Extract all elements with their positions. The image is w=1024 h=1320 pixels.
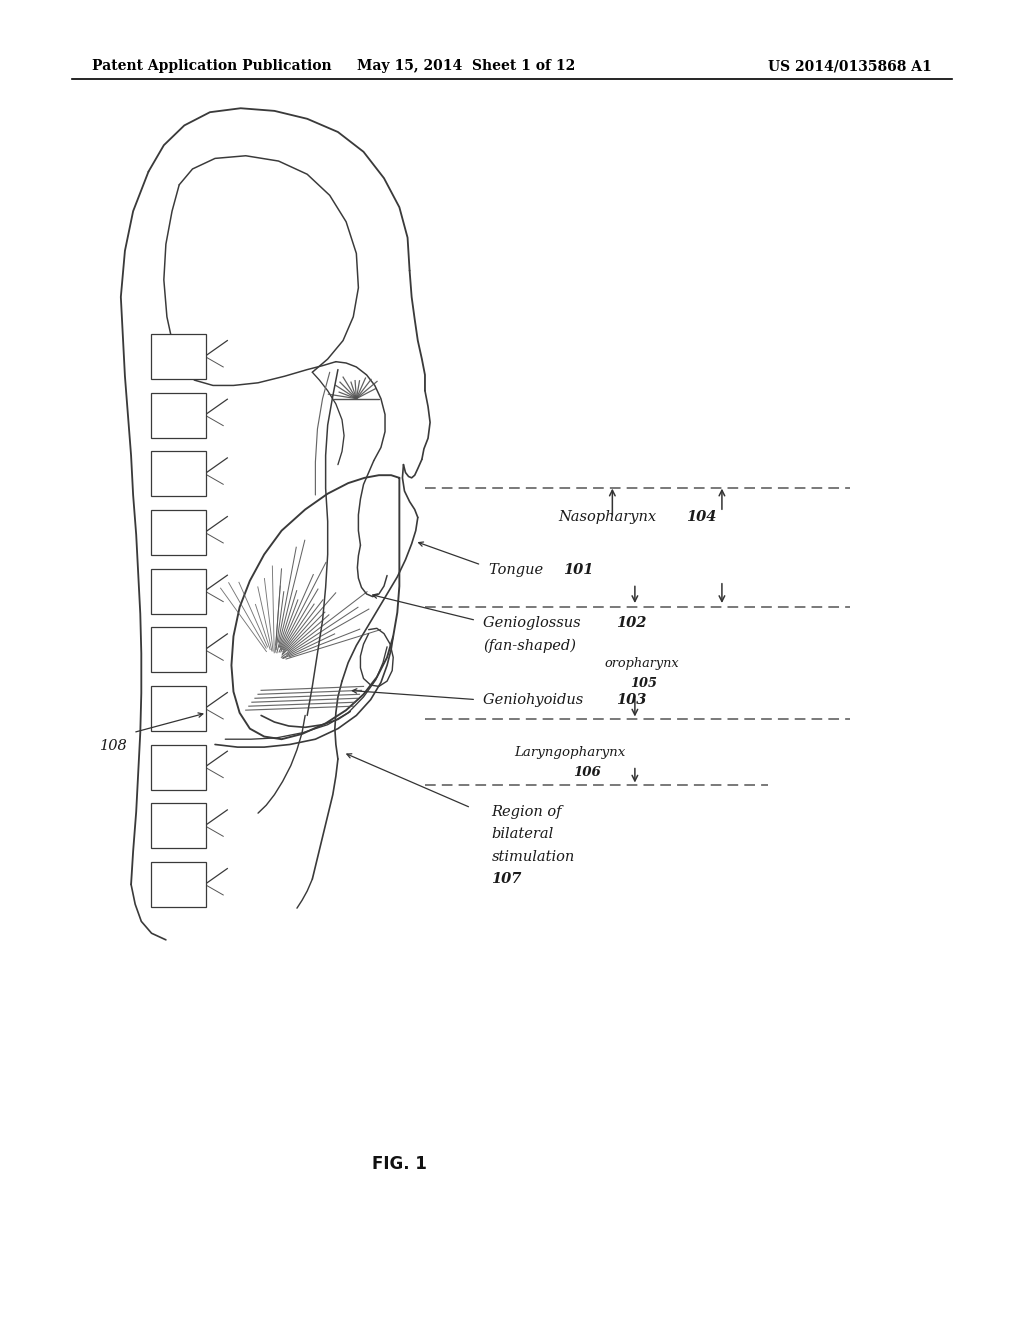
Text: (fan-shaped): (fan-shaped) bbox=[483, 639, 577, 652]
FancyBboxPatch shape bbox=[151, 804, 206, 849]
Text: Nasopharynx: Nasopharynx bbox=[558, 511, 660, 524]
FancyBboxPatch shape bbox=[151, 334, 206, 379]
FancyBboxPatch shape bbox=[151, 744, 206, 789]
FancyBboxPatch shape bbox=[151, 569, 206, 614]
Text: bilateral: bilateral bbox=[492, 828, 554, 841]
FancyBboxPatch shape bbox=[151, 392, 206, 437]
Text: US 2014/0135868 A1: US 2014/0135868 A1 bbox=[768, 59, 932, 74]
Text: 107: 107 bbox=[492, 873, 522, 886]
Text: Genioglossus: Genioglossus bbox=[483, 616, 586, 630]
Text: stimulation: stimulation bbox=[492, 850, 574, 863]
FancyBboxPatch shape bbox=[151, 451, 206, 496]
FancyBboxPatch shape bbox=[151, 686, 206, 731]
FancyBboxPatch shape bbox=[151, 862, 206, 907]
Text: Patent Application Publication: Patent Application Publication bbox=[92, 59, 332, 74]
Text: 103: 103 bbox=[616, 693, 647, 706]
Text: Geniohyoidus: Geniohyoidus bbox=[483, 693, 588, 706]
Text: 104: 104 bbox=[686, 511, 717, 524]
Text: Region of: Region of bbox=[492, 805, 562, 818]
Text: Tongue: Tongue bbox=[489, 564, 548, 577]
Text: 101: 101 bbox=[563, 564, 594, 577]
Text: 102: 102 bbox=[616, 616, 647, 630]
FancyBboxPatch shape bbox=[151, 627, 206, 672]
Text: May 15, 2014  Sheet 1 of 12: May 15, 2014 Sheet 1 of 12 bbox=[356, 59, 575, 74]
Text: 106: 106 bbox=[573, 766, 601, 779]
Text: 108: 108 bbox=[100, 739, 128, 752]
FancyBboxPatch shape bbox=[151, 510, 206, 554]
Text: oropharynx: oropharynx bbox=[604, 657, 679, 671]
Text: Laryngopharynx: Laryngopharynx bbox=[514, 746, 626, 759]
Text: 105: 105 bbox=[630, 677, 656, 690]
Text: FIG. 1: FIG. 1 bbox=[372, 1155, 427, 1173]
